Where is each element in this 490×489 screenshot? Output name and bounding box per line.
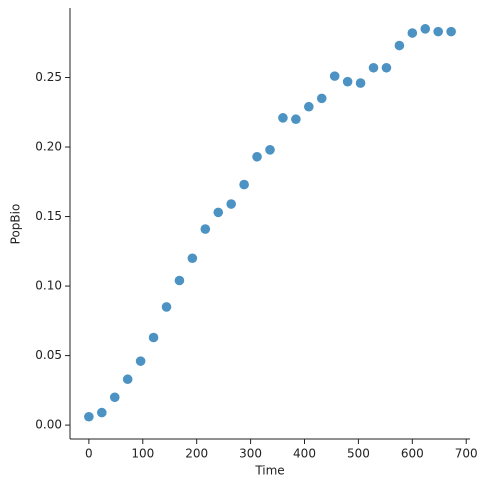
point: [433, 26, 443, 37]
point: [368, 62, 379, 73]
y-tick-label: 0.20: [35, 140, 62, 154]
point: [84, 411, 94, 422]
point: [122, 374, 133, 385]
y-axis-label: PopBio: [9, 204, 23, 245]
point: [291, 114, 301, 125]
x-tick-label: 600: [401, 447, 424, 461]
point: [174, 275, 185, 286]
point: [187, 253, 198, 264]
point: [446, 26, 456, 37]
point: [239, 179, 249, 190]
point: [252, 151, 262, 162]
y-tick-label: 0.10: [35, 279, 62, 293]
x-tick-label: 0: [85, 447, 93, 461]
x-tick-label: 700: [455, 447, 478, 461]
point: [97, 407, 107, 418]
point: [148, 332, 159, 343]
point: [213, 207, 224, 218]
x-axis-label: Time: [254, 464, 284, 478]
point: [407, 28, 418, 38]
point: [265, 145, 275, 155]
x-tick-label: 300: [239, 447, 262, 461]
point: [200, 224, 211, 234]
x-tick-label: 200: [185, 447, 208, 461]
point: [226, 199, 236, 209]
y-tick-label: 0.00: [35, 418, 62, 432]
x-tick-label: 400: [293, 447, 316, 461]
point: [161, 302, 172, 312]
x-tick-label: 500: [347, 447, 370, 461]
point: [304, 101, 314, 112]
point: [329, 71, 340, 81]
point: [355, 78, 366, 88]
y-tick-label: 0.25: [35, 70, 62, 84]
x-tick-label: 100: [131, 447, 154, 461]
point: [109, 392, 120, 403]
point: [316, 93, 327, 104]
y-tick-label: 0.15: [35, 209, 62, 223]
point: [381, 62, 392, 73]
point: [420, 24, 431, 34]
y-tick-label: 0.05: [35, 348, 62, 362]
point: [135, 356, 146, 366]
point: [278, 113, 288, 123]
point: [394, 40, 405, 51]
point: [342, 76, 353, 87]
